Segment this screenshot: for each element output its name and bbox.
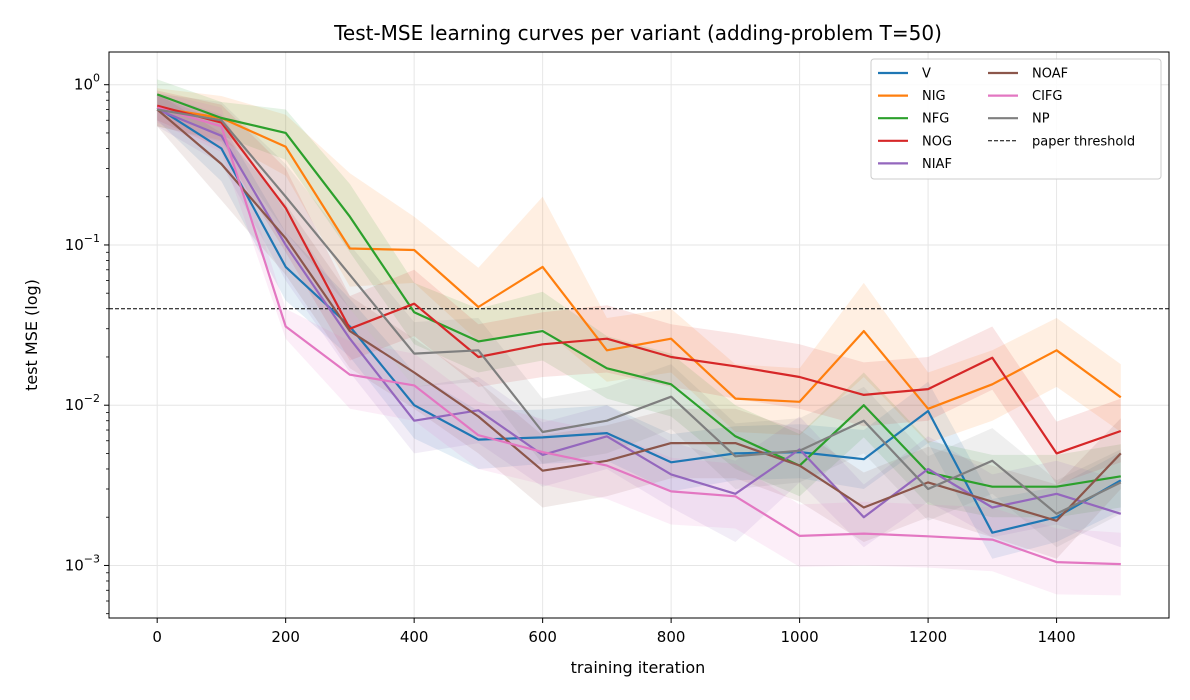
band-nfg — [157, 79, 1121, 518]
band-nog — [157, 90, 1121, 485]
band-cifg — [157, 92, 1121, 596]
series-line-np — [157, 108, 1122, 515]
plot-frame — [108, 51, 1170, 619]
band-v — [157, 95, 1121, 559]
y-axis-label: test MSE (log) — [22, 279, 41, 391]
x-tick-label: 400 — [400, 628, 429, 646]
band-nig — [157, 88, 1121, 444]
series-line-nfg — [156, 93, 1121, 488]
legend-label: NFG — [922, 112, 949, 127]
series-line-cifg — [156, 106, 1121, 566]
legend-label: NIG — [922, 89, 946, 104]
series-line-nig — [157, 106, 1122, 410]
series-line-v — [156, 106, 1122, 534]
legend-label: paper threshold — [1032, 134, 1135, 149]
band-np — [157, 93, 1121, 548]
x-tick-label: 1400 — [1037, 628, 1075, 646]
legend-label: NP — [1032, 112, 1050, 127]
y-tick-label: 10−3 — [65, 552, 100, 574]
legend: V NIG NFG NOG NIAF NOAF CIFG NP paper threshold — [870, 58, 1162, 180]
legend-label: CIFG — [1032, 89, 1062, 104]
x-tick-label: 600 — [528, 628, 557, 646]
x-axis-label: training iteration — [571, 658, 706, 677]
chart-title: Test-MSE learning curves per variant (ad… — [333, 21, 942, 45]
legend-label: NOG — [922, 134, 952, 149]
legend-label: NIAF — [922, 157, 952, 172]
x-tick-label: 800 — [657, 628, 686, 646]
y-tick-label: 10−2 — [65, 392, 100, 414]
x-tick-label: 1000 — [781, 628, 819, 646]
y-tick-label: 100 — [74, 72, 100, 94]
series-line-nog — [156, 104, 1122, 455]
axis-ticks: 0 200 400 600 800 1000 1200 1400 10−3 10−2 10−1 100 — [65, 72, 1076, 646]
x-tick-label: 1200 — [909, 628, 947, 646]
series-line-noaf — [156, 108, 1122, 522]
legend-label: NOAF — [1032, 67, 1068, 82]
series-lines — [156, 93, 1122, 566]
y-tick-label: 10−1 — [65, 232, 100, 254]
x-tick-label: 200 — [271, 628, 300, 646]
legend-label: V — [922, 67, 931, 82]
x-tick-label: 0 — [152, 628, 162, 646]
series-line-niaf — [156, 108, 1122, 519]
